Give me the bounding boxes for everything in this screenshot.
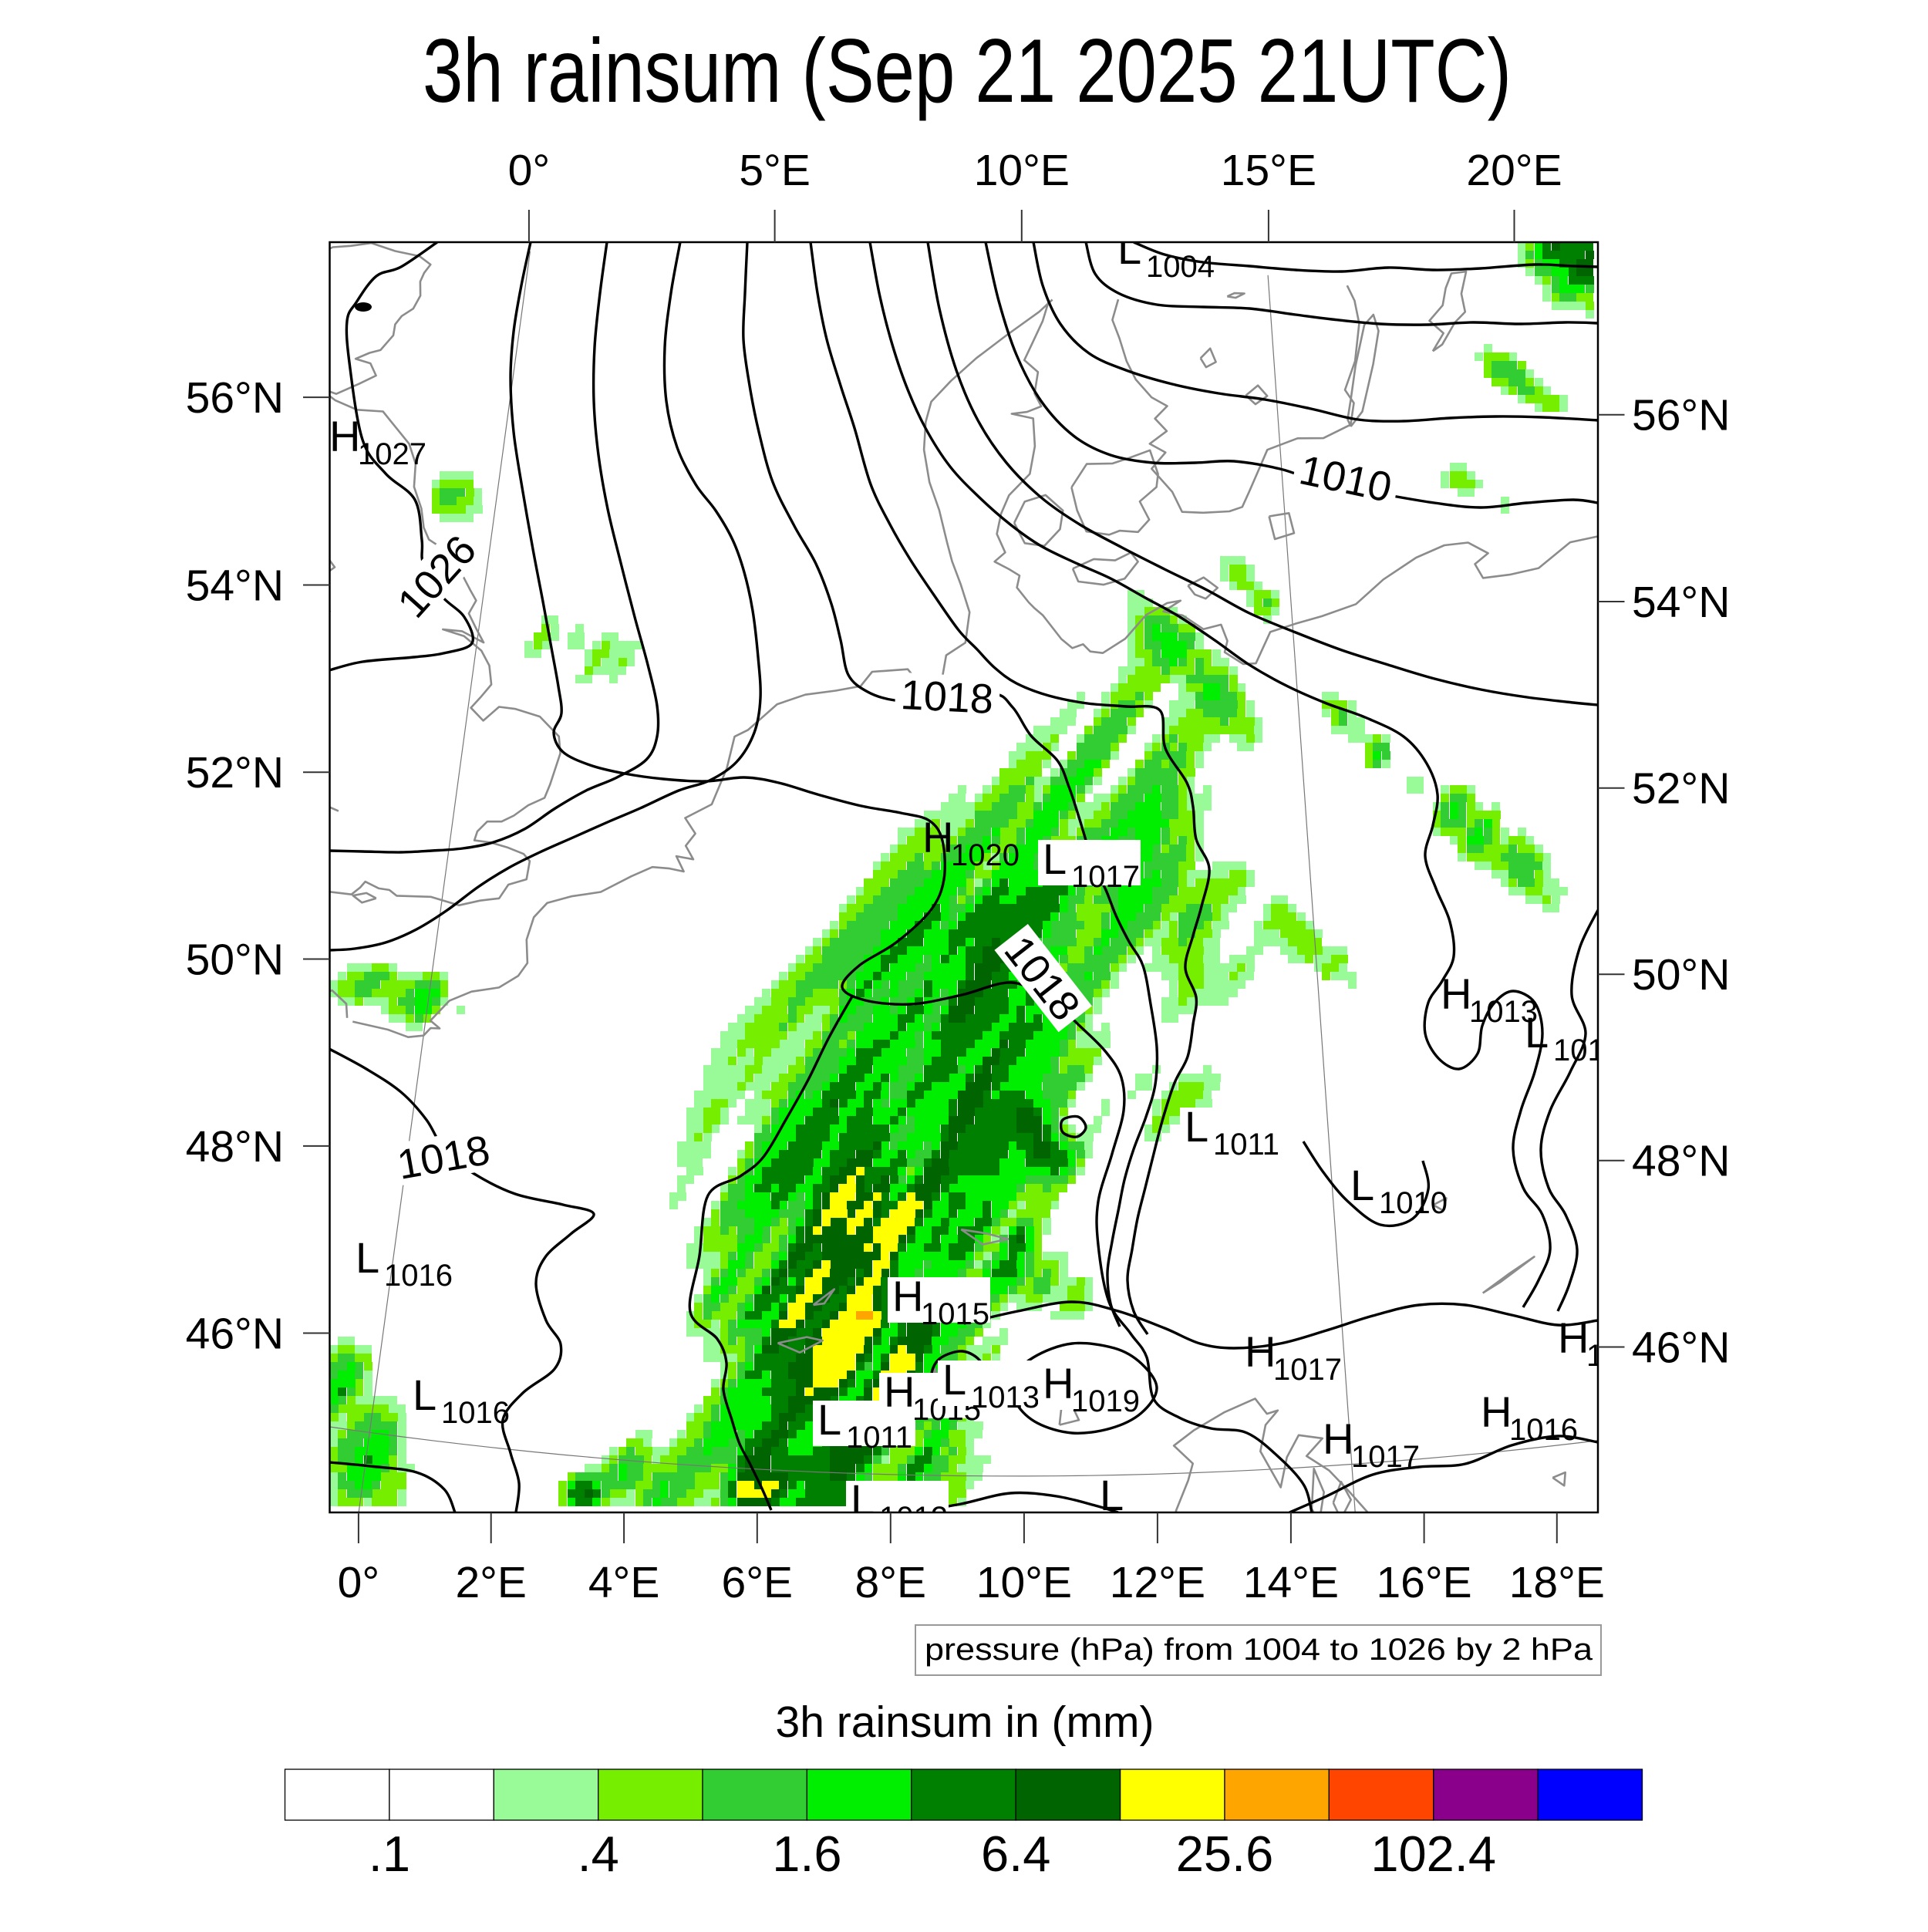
svg-text:1017: 1017	[1351, 1440, 1420, 1474]
svg-text:1012: 1012	[1553, 1033, 1622, 1067]
svg-text:10°E: 10°E	[976, 1558, 1072, 1607]
svg-text:1012: 1012	[879, 1501, 948, 1535]
svg-text:H: H	[1481, 1387, 1512, 1436]
svg-text:1004: 1004	[1146, 250, 1215, 284]
svg-text:1011: 1011	[846, 1421, 912, 1455]
svg-text:H: H	[892, 1272, 923, 1320]
svg-text:H: H	[329, 412, 360, 460]
svg-text:56°N: 56°N	[186, 373, 284, 423]
svg-text:H: H	[1323, 1414, 1353, 1463]
svg-text:H: H	[922, 813, 953, 861]
svg-text:6.4: 6.4	[981, 1826, 1050, 1882]
svg-text:46°N: 46°N	[186, 1310, 284, 1359]
svg-text:50°N: 50°N	[186, 936, 284, 985]
svg-text:20°E: 20°E	[1466, 146, 1562, 195]
svg-text:.4: .4	[578, 1826, 619, 1882]
svg-text:52°N: 52°N	[186, 748, 284, 797]
svg-text:10°E: 10°E	[974, 146, 1070, 195]
svg-text:54°N: 54°N	[1632, 578, 1730, 627]
svg-text:48°N: 48°N	[186, 1122, 284, 1172]
svg-text:L: L	[1043, 835, 1067, 883]
svg-text:1018: 1018	[899, 672, 994, 723]
svg-text:L: L	[1525, 1008, 1549, 1057]
svg-text:1017: 1017	[1273, 1353, 1342, 1387]
svg-text:L: L	[817, 1395, 841, 1444]
svg-text:14°E: 14°E	[1243, 1558, 1339, 1607]
svg-text:L: L	[942, 1355, 966, 1404]
svg-text:8°E: 8°E	[855, 1558, 927, 1607]
svg-text:H: H	[1441, 969, 1471, 1018]
svg-text:L: L	[1350, 1161, 1374, 1209]
svg-text:12°E: 12°E	[1110, 1558, 1205, 1607]
svg-text:4°E: 4°E	[588, 1558, 660, 1607]
svg-text:0°: 0°	[508, 146, 551, 195]
svg-text:5°E: 5°E	[739, 146, 811, 195]
svg-text:101: 101	[1586, 1339, 1638, 1373]
svg-text:102.4: 102.4	[1370, 1826, 1496, 1882]
svg-text:L: L	[1117, 224, 1141, 273]
svg-text:L: L	[1100, 1471, 1124, 1519]
svg-text:1011: 1011	[1213, 1128, 1279, 1162]
svg-text:1010: 1010	[1379, 1186, 1448, 1220]
svg-text:H: H	[1558, 1313, 1589, 1362]
svg-text:L: L	[413, 1371, 436, 1419]
svg-text:1016: 1016	[384, 1259, 453, 1293]
svg-text:1.6: 1.6	[772, 1826, 841, 1882]
svg-text:L: L	[356, 1233, 379, 1282]
svg-text:18°E: 18°E	[1509, 1558, 1605, 1607]
svg-text:6°E: 6°E	[722, 1558, 794, 1607]
svg-text:1020: 1020	[951, 838, 1020, 872]
svg-text:H: H	[1245, 1327, 1276, 1376]
svg-text:H: H	[884, 1367, 915, 1416]
svg-text:48°N: 48°N	[1632, 1137, 1730, 1186]
svg-text:L: L	[1185, 1102, 1208, 1151]
svg-text:1013: 1013	[1469, 995, 1538, 1029]
svg-text:pressure (hPa) from 1004 to 10: pressure (hPa) from 1004 to 1026 by 2 hP…	[925, 1633, 1593, 1667]
svg-text:54°N: 54°N	[186, 561, 284, 611]
svg-text:H: H	[1043, 1359, 1074, 1408]
svg-text:0°: 0°	[338, 1558, 380, 1607]
svg-text:1016: 1016	[1509, 1413, 1578, 1447]
svg-text:.1: .1	[369, 1826, 410, 1882]
svg-text:1016: 1016	[441, 1396, 510, 1430]
svg-text:1019: 1019	[1071, 1384, 1140, 1418]
svg-text:52°N: 52°N	[1632, 764, 1730, 814]
svg-text:1027: 1027	[358, 437, 426, 471]
svg-text:L: L	[851, 1475, 875, 1524]
svg-text:3h rainsum in (mm): 3h rainsum in (mm)	[776, 1698, 1154, 1747]
svg-text:16°E: 16°E	[1376, 1558, 1471, 1607]
svg-text:56°N: 56°N	[1632, 391, 1730, 440]
svg-text:3h rainsum (Sep 21 2025 21UTC): 3h rainsum (Sep 21 2025 21UTC)	[423, 20, 1512, 121]
svg-text:50°N: 50°N	[1632, 950, 1730, 1000]
svg-text:1013: 1013	[971, 1381, 1040, 1414]
svg-text:1017: 1017	[1071, 860, 1140, 894]
svg-text:25.6: 25.6	[1176, 1826, 1274, 1882]
svg-text:46°N: 46°N	[1632, 1323, 1730, 1373]
svg-text:1015: 1015	[921, 1297, 989, 1331]
svg-text:2°E: 2°E	[455, 1558, 527, 1607]
svg-text:15°E: 15°E	[1221, 146, 1316, 195]
